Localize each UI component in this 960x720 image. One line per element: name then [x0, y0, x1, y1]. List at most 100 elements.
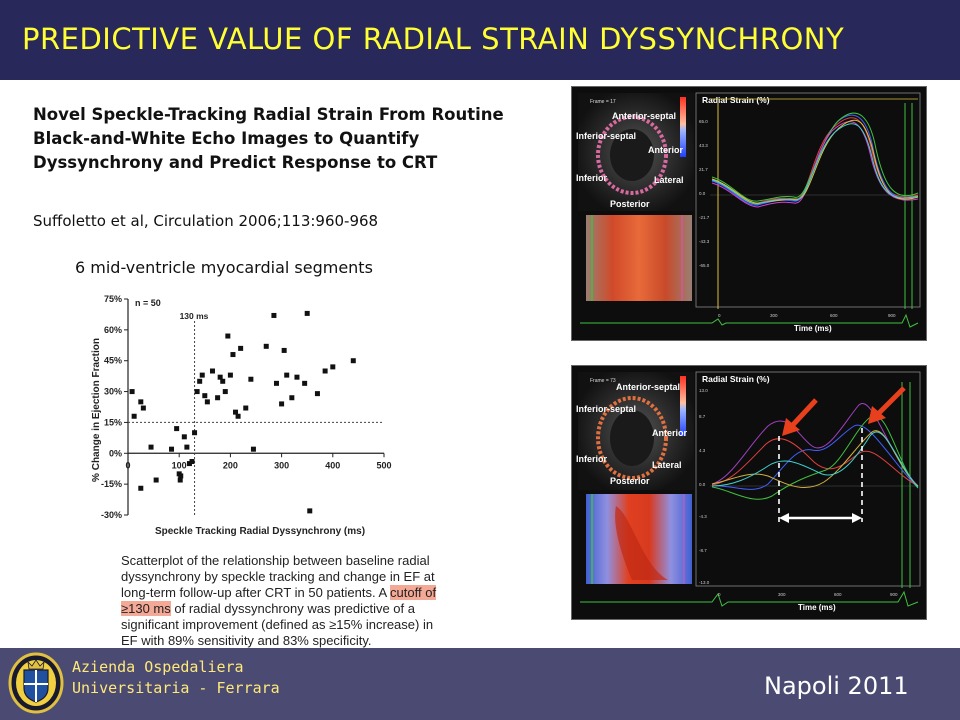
x-tick-label: 300 — [778, 592, 786, 597]
data-point — [279, 401, 285, 407]
data-point — [250, 446, 256, 452]
x-tick-label: 900 — [890, 592, 898, 597]
x-tick-label: 100 — [172, 460, 187, 470]
data-point — [186, 461, 192, 467]
cutoff-label: 130 ms — [180, 311, 209, 321]
citation: Suffoletto et al, Circulation 2006;113:9… — [33, 212, 379, 230]
data-point — [197, 378, 203, 384]
segment-label: Inferior-septal — [576, 404, 636, 414]
data-point — [184, 444, 190, 450]
echo-image-top: Frame = 17 Anterior-septal Inferior-sept… — [572, 87, 926, 340]
color-scale-bar — [680, 97, 686, 157]
arrow-early-peak — [788, 398, 818, 430]
y-tick-label: -4.3 — [699, 514, 707, 519]
data-point — [138, 485, 144, 491]
data-point — [289, 395, 295, 401]
data-point — [138, 399, 144, 405]
x-tick-label: 0 — [718, 313, 721, 318]
slide-title: PREDICTIVE VALUE OF RADIAL STRAIN DYSSYN… — [22, 22, 845, 56]
data-point — [129, 389, 135, 395]
y-tick-label: 15% — [104, 417, 122, 427]
segment-label: Anterior — [652, 428, 688, 438]
arrow-late-peak — [874, 386, 906, 418]
data-point — [248, 376, 254, 382]
y-tick-label: -15% — [101, 479, 122, 489]
ecg-trace — [580, 590, 919, 607]
data-point — [235, 413, 241, 419]
m-mode-strip — [586, 215, 692, 301]
segment-label: Lateral — [652, 460, 682, 470]
x-tick-label: 0 — [125, 460, 130, 470]
y-tick-label: 0% — [109, 448, 122, 458]
data-point — [202, 393, 208, 399]
segment-label: Posterior — [610, 476, 650, 486]
time-axis-label-bottom: Time (ms) — [798, 603, 836, 612]
strain-title-top: Radial Strain (%) — [702, 95, 770, 105]
data-point — [238, 345, 244, 351]
segment-label: Anterior-septal — [616, 382, 680, 392]
data-point — [220, 378, 226, 384]
data-point — [294, 374, 300, 380]
y-tick-label: 13.0 — [699, 388, 708, 393]
data-point — [174, 426, 180, 432]
echo-panel-bottom: Frame = 73 Anterior-septal Inferior-sept… — [571, 365, 927, 620]
segment-label: Anterior-septal — [612, 111, 676, 121]
caption-text-after: of radial dyssynchrony was predictive of… — [121, 601, 434, 648]
y-tick-label: 4.3 — [699, 448, 706, 453]
data-point — [217, 374, 223, 380]
x-tick-label: 600 — [830, 313, 838, 318]
data-point — [192, 430, 198, 436]
frame-label-top: Frame = 17 — [590, 99, 616, 105]
data-point — [178, 473, 184, 479]
data-point — [314, 391, 320, 397]
article-title: Novel Speckle-Tracking Radial Strain Fro… — [33, 105, 504, 172]
x-axis-label: Speckle Tracking Radial Dyssynchrony (ms… — [155, 526, 365, 537]
data-point — [243, 405, 249, 411]
time-axis-label-top: Time (ms) — [794, 324, 832, 333]
myocardium-ring — [596, 115, 668, 195]
y-tick-label: -65.0 — [699, 263, 710, 268]
x-tick-label: 500 — [376, 460, 391, 470]
strain-title-bottom: Radial Strain (%) — [702, 374, 770, 384]
ecg-trace — [580, 313, 919, 328]
data-point — [169, 446, 175, 452]
caption-text-before: Scatterplot of the relationship between … — [121, 553, 435, 600]
y-tick-label: 30% — [104, 387, 122, 397]
org-line-1: Azienda Ospedaliera — [72, 658, 244, 676]
data-point — [204, 399, 210, 405]
y-tick-label: 43.3 — [699, 143, 708, 148]
data-point — [199, 372, 205, 378]
footer-bar — [0, 648, 960, 720]
data-point — [227, 372, 233, 378]
x-tick-label: 600 — [834, 592, 842, 597]
data-point — [153, 477, 159, 483]
y-tick-label: -43.3 — [699, 239, 710, 244]
data-point — [230, 352, 236, 358]
y-tick-label: 60% — [104, 325, 122, 335]
y-axis-label: % Change in Ejection Fraction — [91, 338, 102, 482]
myocardium-ring — [596, 396, 668, 480]
x-tick-label: 900 — [888, 313, 896, 318]
scatter-plot: % Change in Ejection Fraction Speckle Tr… — [91, 294, 392, 537]
hospital-crest-logo — [8, 652, 64, 714]
data-point — [233, 409, 239, 415]
y-tick-label: -8.7 — [699, 548, 707, 553]
frame-label-bottom: Frame = 73 — [590, 378, 616, 384]
echo-image-bottom: Frame = 73 Anterior-septal Inferior-sept… — [572, 366, 926, 619]
scatter-plot-figure: % Change in Ejection Fraction Speckle Tr… — [88, 288, 460, 648]
data-point — [271, 312, 277, 318]
segment-label: Inferior — [576, 173, 608, 183]
x-tick-label: 0 — [718, 592, 721, 597]
y-tick-label: 0.0 — [699, 191, 706, 196]
data-point — [209, 368, 215, 374]
segment-label: Posterior — [610, 199, 650, 209]
data-point — [284, 372, 290, 378]
x-tick-label: 300 — [770, 313, 778, 318]
data-point — [215, 395, 221, 401]
y-tick-label: -13.0 — [699, 580, 710, 585]
org-line-2: Universitaria - Ferrara — [72, 679, 280, 697]
y-tick-label: 45% — [104, 356, 122, 366]
y-tick-label: 0.0 — [699, 482, 706, 487]
segment-label: Anterior — [648, 145, 684, 155]
strain-curves-top — [711, 112, 919, 208]
